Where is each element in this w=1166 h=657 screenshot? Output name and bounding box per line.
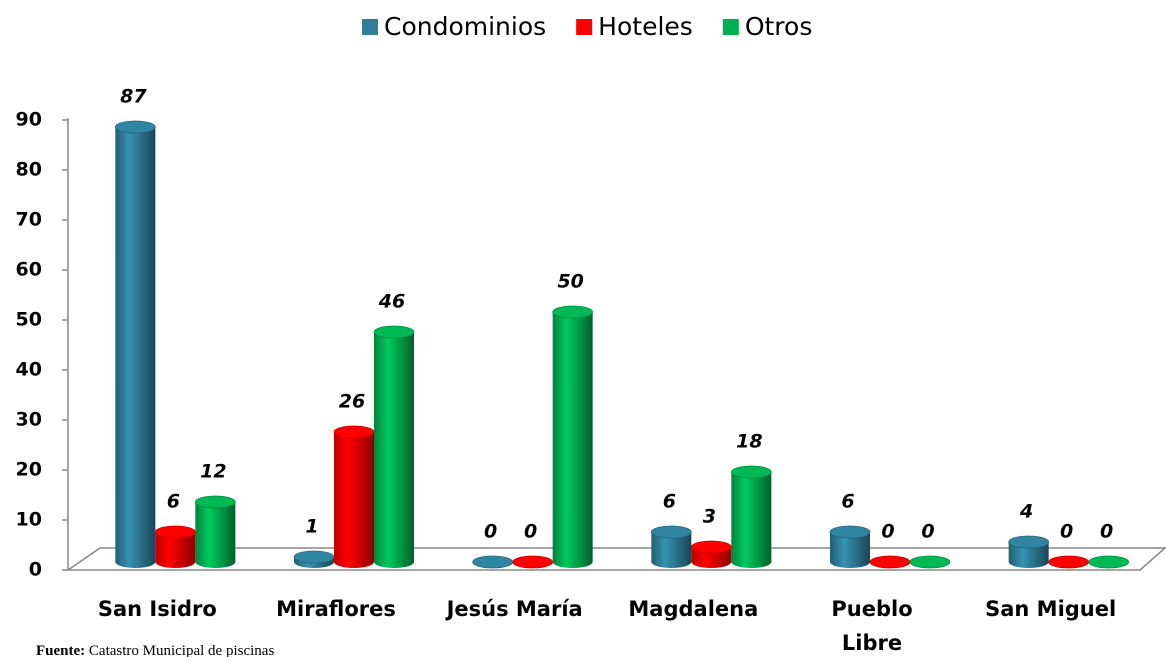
y-tick-label: 70 bbox=[16, 209, 42, 231]
data-label: 0 bbox=[881, 521, 894, 543]
data-label: 1 bbox=[305, 516, 318, 538]
bar-top bbox=[293, 550, 335, 564]
bar-top bbox=[650, 525, 692, 539]
source-label: Fuente: bbox=[36, 643, 85, 657]
bar-top bbox=[552, 305, 594, 319]
source: Fuente: Catastro Municipal de piscinas bbox=[36, 643, 274, 657]
y-tick-label: 50 bbox=[16, 309, 42, 331]
x-tick-label: San Isidro bbox=[98, 597, 217, 621]
bar-top bbox=[690, 540, 732, 554]
bar bbox=[512, 555, 554, 569]
bar bbox=[114, 120, 156, 568]
bar-top bbox=[194, 495, 236, 509]
bar-body bbox=[115, 127, 156, 562]
y-tick-label: 30 bbox=[16, 409, 42, 431]
x-tick-label: San Miguel bbox=[985, 597, 1116, 621]
x-tick-label: Miraflores bbox=[276, 597, 396, 621]
legend-swatch bbox=[576, 19, 593, 35]
legend-swatch bbox=[722, 19, 739, 35]
bar bbox=[1088, 555, 1130, 569]
data-label: 4 bbox=[1019, 501, 1033, 523]
data-label: 6 bbox=[663, 491, 676, 513]
bar-top bbox=[869, 555, 911, 569]
bar bbox=[829, 525, 871, 568]
bar-top bbox=[909, 555, 951, 569]
bar-body bbox=[195, 502, 236, 562]
bar-body bbox=[334, 432, 374, 562]
bar-top bbox=[829, 525, 871, 539]
data-label: 46 bbox=[378, 291, 405, 313]
data-label: 6 bbox=[841, 491, 854, 513]
bar-body bbox=[552, 312, 593, 562]
bar-top bbox=[472, 555, 514, 569]
bar-top bbox=[730, 465, 772, 479]
data-label: 0 bbox=[1060, 521, 1073, 543]
legend-label: Condominios bbox=[384, 12, 546, 41]
legend-label: Otros bbox=[745, 12, 813, 41]
source-text: Catastro Municipal de piscinas bbox=[89, 643, 275, 657]
data-label: 0 bbox=[524, 521, 537, 543]
bar-top bbox=[114, 120, 156, 134]
bar bbox=[194, 495, 236, 568]
bar bbox=[730, 465, 772, 568]
data-label: 26 bbox=[339, 391, 365, 413]
y-tick-label: 10 bbox=[16, 509, 42, 531]
bar-body bbox=[374, 332, 414, 562]
bar-body bbox=[731, 472, 772, 562]
bar bbox=[909, 555, 951, 569]
legend-swatch bbox=[362, 19, 378, 35]
data-label: 0 bbox=[1100, 521, 1113, 543]
data-label: 12 bbox=[200, 461, 226, 483]
y-tick-label: 40 bbox=[16, 359, 42, 381]
bar bbox=[154, 525, 196, 568]
bar bbox=[472, 555, 514, 569]
data-label: 18 bbox=[736, 431, 762, 453]
data-label: 3 bbox=[703, 506, 716, 528]
data-label: 87 bbox=[120, 86, 147, 108]
y-tick-label: 20 bbox=[16, 459, 42, 481]
bar-top bbox=[1048, 555, 1090, 569]
bar bbox=[869, 555, 911, 569]
bar-top bbox=[1088, 555, 1130, 569]
bar-top bbox=[1008, 535, 1050, 549]
y-tick-label: 80 bbox=[16, 159, 42, 181]
bar-top bbox=[333, 425, 375, 439]
bar bbox=[1008, 535, 1050, 568]
bar-top bbox=[512, 555, 554, 569]
data-label: 0 bbox=[921, 521, 934, 543]
x-tick-label: Jesús María bbox=[445, 597, 583, 621]
bar bbox=[650, 525, 692, 568]
legend-label: Hoteles bbox=[598, 12, 693, 41]
data-label: 0 bbox=[484, 521, 497, 543]
x-tick-label: Pueblo Libre bbox=[831, 597, 912, 655]
bar bbox=[373, 325, 415, 568]
bar bbox=[552, 305, 594, 568]
bar bbox=[1048, 555, 1090, 569]
bar bbox=[333, 425, 375, 568]
y-tick-label: 0 bbox=[29, 559, 42, 581]
data-label: 50 bbox=[557, 271, 583, 293]
bar-top bbox=[373, 325, 415, 339]
y-tick-label: 90 bbox=[16, 109, 42, 131]
data-label: 6 bbox=[167, 491, 180, 513]
bar bbox=[293, 550, 335, 568]
bar-top bbox=[154, 525, 196, 539]
x-tick-label: Magdalena bbox=[628, 597, 758, 621]
y-tick-label: 60 bbox=[16, 259, 42, 281]
bar bbox=[690, 540, 732, 568]
floor bbox=[65, 547, 1166, 571]
